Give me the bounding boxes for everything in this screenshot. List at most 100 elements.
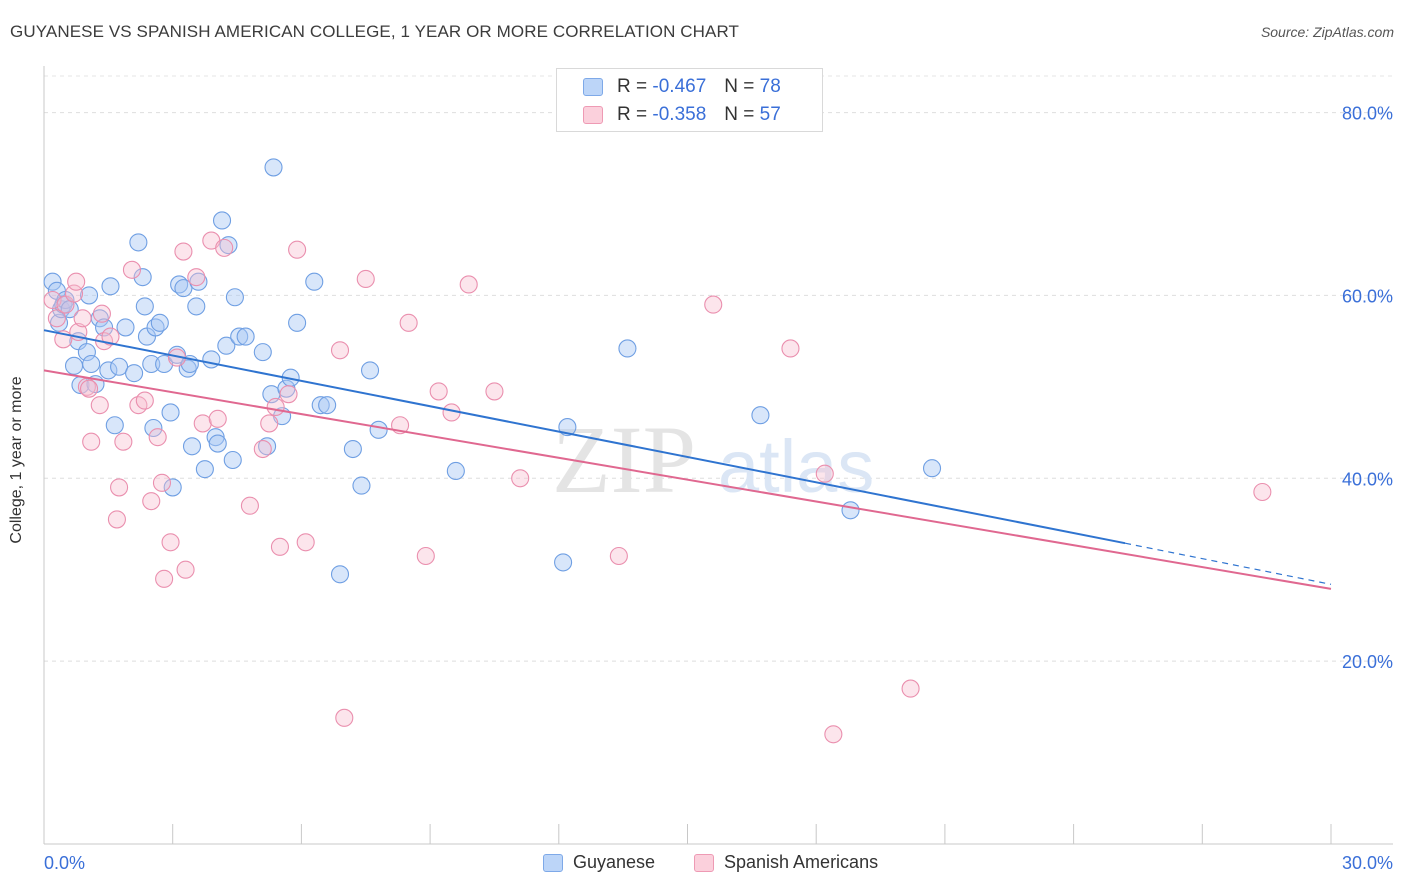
point-spanish-americans [122, 260, 141, 279]
point-guyanese [105, 416, 124, 435]
point-guyanese [187, 297, 206, 316]
point-spanish-americans [356, 269, 375, 289]
point-guyanese [99, 361, 118, 380]
point-spanish-americans [114, 432, 133, 451]
watermark: ZIP atlas [552, 406, 874, 513]
point-guyanese [253, 343, 272, 362]
point-spanish-americans [107, 510, 126, 529]
point-guyanese [223, 450, 242, 470]
legend-n-value-guyanese: 78 [759, 76, 781, 97]
y-tick-label: 80.0% [1342, 104, 1393, 124]
point-spanish-americans [82, 432, 101, 451]
point-guyanese [79, 286, 99, 305]
legend-item-guyanese[interactable]: Guyanese [543, 852, 655, 873]
legend-n-label: N = [724, 104, 755, 125]
point-spanish-americans [270, 537, 290, 556]
point-guyanese [343, 439, 362, 459]
point-spanish-americans [187, 268, 206, 287]
point-spanish-americans [609, 546, 628, 566]
point-spanish-americans [704, 295, 723, 314]
point-guyanese [116, 318, 135, 337]
point-spanish-americans [92, 304, 111, 323]
point-spanish-americans [260, 414, 279, 433]
point-guyanese [82, 354, 101, 374]
trend-line-spanish-americans [43, 369, 1332, 590]
tick-labels: 20.0% 40.0% 60.0% 80.0% 0.0% 30.0% [44, 104, 1393, 873]
point-spanish-americans [47, 309, 66, 328]
legend-row-spanish-americans: R = -0.358 N = 57 [557, 101, 781, 129]
point-spanish-americans [279, 385, 298, 404]
point-guyanese [163, 478, 182, 497]
point-spanish-americans [416, 546, 435, 566]
legend-swatch-spanish-americans [694, 853, 714, 872]
x-tick-label: 0.0% [44, 853, 85, 873]
point-spanish-americans [901, 679, 920, 698]
point-guyanese [125, 364, 144, 383]
point-guyanese [618, 339, 637, 358]
axes [43, 66, 1393, 845]
point-spanish-americans [64, 284, 84, 303]
point-guyanese [554, 553, 573, 572]
y-tick-label: 40.0% [1342, 469, 1393, 489]
point-guyanese [208, 434, 227, 453]
point-guyanese [101, 277, 120, 296]
point-spanish-americans [335, 708, 354, 727]
source-credit: Source: ZipAtlas.com [1260, 24, 1394, 40]
point-guyanese [129, 233, 148, 252]
series-legend: Guyanese Spanish Americans [0, 852, 1406, 878]
point-spanish-americans [161, 533, 180, 552]
grid-lines [44, 75, 1393, 662]
point-guyanese [142, 354, 161, 374]
y-tick-label: 20.0% [1342, 652, 1393, 672]
point-guyanese [922, 459, 942, 478]
point-spanish-americans [511, 469, 530, 488]
legend-row-guyanese: R = -0.467 N = 78 [557, 73, 781, 101]
legend-swatch-spanish-americans [583, 106, 603, 124]
point-spanish-americans [155, 569, 174, 588]
point-spanish-americans [288, 240, 307, 259]
point-spanish-americans [429, 382, 448, 401]
point-guyanese [43, 272, 62, 291]
x-tick-label: 30.0% [1342, 853, 1393, 873]
point-spanish-americans [253, 439, 272, 459]
y-tick-label: 60.0% [1342, 286, 1393, 306]
trend-line-guyanese-extension [1124, 542, 1332, 585]
watermark-atlas: atlas [718, 425, 874, 508]
point-spanish-americans [485, 382, 504, 401]
point-spanish-americans [208, 409, 227, 428]
point-spanish-americans [781, 339, 800, 358]
legend-r-label: R = [617, 76, 648, 97]
point-guyanese [841, 501, 860, 520]
point-guyanese [264, 158, 283, 177]
point-spanish-americans [176, 560, 195, 579]
legend-n-label: N = [724, 76, 755, 97]
point-guyanese [202, 350, 221, 369]
point-spanish-americans [101, 327, 120, 346]
point-guyanese [446, 461, 465, 481]
point-spanish-americans [73, 309, 92, 328]
point-spanish-americans [459, 275, 478, 294]
point-guyanese [236, 327, 255, 346]
point-guyanese [217, 336, 236, 355]
watermark-zip: ZIP [552, 406, 696, 513]
point-guyanese [318, 396, 337, 415]
point-guyanese [225, 288, 244, 307]
point-guyanese [288, 313, 307, 332]
legend-r-label: R = [617, 104, 648, 125]
point-guyanese [230, 327, 249, 346]
point-guyanese [195, 460, 214, 479]
point-spanish-americans [1253, 482, 1272, 502]
point-guyanese [161, 403, 180, 422]
legend-item-spanish-americans[interactable]: Spanish Americans [694, 852, 878, 873]
point-guyanese [352, 476, 371, 495]
point-spanish-americans [399, 313, 418, 332]
point-guyanese [174, 279, 193, 298]
point-spanish-americans [824, 725, 843, 744]
point-guyanese [558, 418, 577, 437]
point-guyanese [135, 297, 154, 316]
point-guyanese [369, 420, 388, 439]
point-guyanese [64, 356, 84, 375]
trend-line-guyanese [43, 329, 1126, 545]
point-spanish-americans [129, 396, 148, 415]
